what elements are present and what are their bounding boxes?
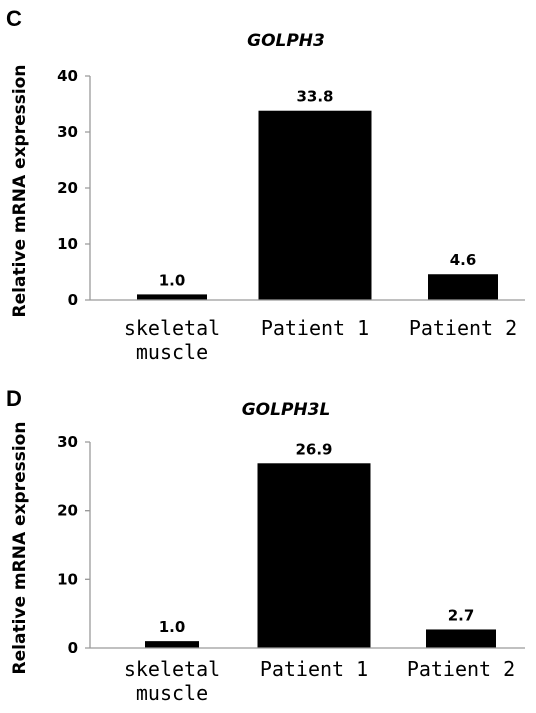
y-axis-label-c: Relative mRNA expression: [10, 65, 30, 318]
data-labels-d: 1.0 26.9 2.7: [159, 440, 475, 636]
data-label-c-2: 4.6: [450, 251, 477, 269]
x-category-d-1-0: Patient 1: [260, 657, 368, 681]
x-category-c-0-1: muscle: [136, 340, 208, 364]
bar-d-1: [257, 463, 371, 648]
chart-title-golph3: GOLPH3: [247, 31, 325, 51]
chart-title-golph3l: GOLPH3L: [242, 400, 331, 420]
panel-letter-c: C: [6, 6, 22, 31]
axes-d: [85, 441, 525, 649]
data-label-d-1: 26.9: [295, 440, 332, 458]
y-tick-c-30: 30: [57, 123, 78, 141]
y-tick-c-20: 20: [57, 179, 78, 197]
axes-c: [85, 75, 525, 301]
y-axis-label-d: Relative mRNA expression: [10, 422, 30, 675]
bar-c-0: [137, 294, 207, 300]
y-tick-d-30: 30: [57, 433, 78, 451]
bar-c-1: [258, 110, 372, 300]
y-tick-c-0: 0: [68, 291, 78, 309]
y-tick-d-10: 10: [57, 570, 78, 588]
bars-d: [145, 463, 496, 648]
bar-c-2: [428, 274, 498, 300]
y-ticks-c: 0 10 20 30 40: [57, 67, 78, 309]
data-label-d-2: 2.7: [448, 606, 475, 624]
data-label-c-0: 1.0: [159, 271, 186, 289]
data-label-d-0: 1.0: [159, 618, 186, 636]
y-tick-d-0: 0: [68, 639, 78, 657]
panel-letter-d: D: [6, 386, 22, 411]
y-tick-c-40: 40: [57, 67, 78, 85]
x-category-d-0-0: skeletal: [124, 657, 220, 681]
x-category-c-2-0: Patient 2: [409, 316, 517, 340]
y-tick-d-20: 20: [57, 502, 78, 520]
bar-d-0: [145, 641, 199, 648]
x-category-d-2-0: Patient 2: [407, 657, 515, 681]
bar-d-2: [426, 629, 496, 648]
y-tick-c-10: 10: [57, 235, 78, 253]
bars-c: [137, 110, 498, 300]
x-category-c-1-0: Patient 1: [261, 316, 369, 340]
x-category-d-0-1: muscle: [136, 681, 208, 705]
x-category-c-0-0: skeletal: [124, 316, 220, 340]
panel-d-chart: D GOLPH3L Relative mRNA expression 0 10 20…: [6, 386, 525, 705]
data-label-c-1: 33.8: [296, 88, 333, 106]
data-labels-c: 1.0 33.8 4.6: [159, 88, 477, 290]
y-ticks-d: 0 10 20 30: [57, 433, 78, 657]
panel-c-chart: C GOLPH3 Relative mRNA expression 0 10 20 3…: [6, 6, 525, 364]
